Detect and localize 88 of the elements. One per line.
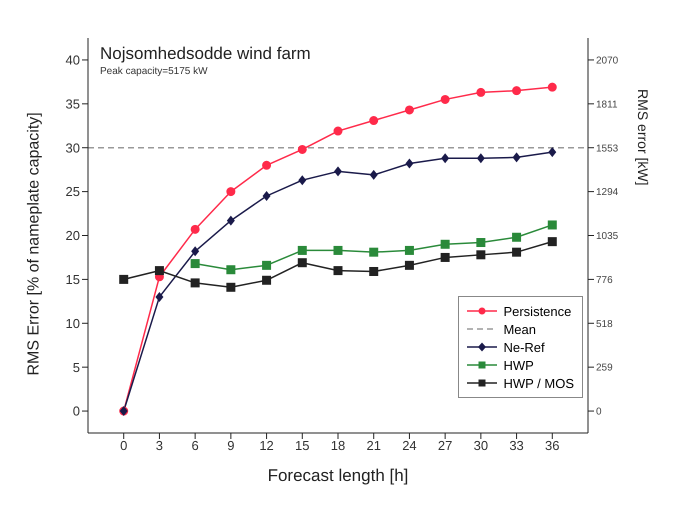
point [298, 246, 307, 255]
point [370, 170, 378, 180]
point [190, 259, 200, 268]
point [369, 116, 378, 126]
x-tick-label: 21 [366, 438, 381, 454]
point [226, 216, 235, 226]
y2-tick-label: 1811 [596, 99, 618, 110]
y-tick-label: 5 [72, 360, 80, 375]
point [298, 175, 306, 186]
x-tick-label: 9 [227, 438, 234, 454]
x-tick-label: 3 [156, 438, 164, 454]
y2-tick-label: 1294 [596, 187, 619, 198]
point [476, 153, 485, 164]
point [548, 220, 557, 230]
point [512, 248, 522, 257]
y-tick-label: 30 [66, 140, 80, 156]
point [262, 191, 271, 201]
point [191, 246, 200, 256]
x-axis-title: Forecast length [h] [268, 466, 408, 485]
point [440, 240, 450, 249]
point [512, 152, 521, 162]
x-tick-label: 15 [295, 438, 310, 454]
point [298, 144, 307, 154]
y2-tick-label: 1035 [596, 231, 619, 242]
point [476, 238, 486, 248]
y-tick-label: 40 [66, 52, 80, 68]
point [440, 252, 450, 262]
point [404, 105, 414, 114]
point [298, 258, 307, 268]
point [404, 260, 414, 270]
y-tick-label: 15 [66, 272, 80, 288]
x-tick-label: 27 [438, 438, 452, 454]
chart-title: Nojsomhedsodde wind farm [100, 44, 311, 64]
legend-label: Mean [503, 322, 536, 336]
y-tick-label: 10 [66, 316, 80, 331]
text: Peak capacity=5175 kW [100, 66, 209, 77]
point [548, 82, 557, 92]
point [440, 94, 450, 104]
y2-axis-title: RMS error [kW] [635, 89, 652, 186]
legend-label: HWP / MOS [503, 376, 574, 390]
point [369, 266, 378, 276]
point [404, 246, 414, 255]
point [334, 166, 342, 176]
point [262, 260, 272, 270]
legend-label: Persistence [503, 304, 572, 318]
point [190, 278, 200, 288]
x-tick-label: 33 [509, 438, 524, 454]
y2-tick-label: 1553 [596, 143, 619, 154]
point [548, 237, 557, 246]
x-tick-label: 0 [120, 438, 128, 454]
point [334, 266, 342, 276]
point [369, 248, 378, 257]
y-axis-title: RMS Error [% of nameplate capacity] [26, 112, 43, 376]
point [405, 158, 414, 169]
x-tick-label: 36 [545, 438, 560, 454]
point [548, 147, 556, 158]
legend-label: HWP [503, 358, 534, 372]
legend-label: Ne-Ref [503, 340, 545, 354]
point [155, 292, 164, 302]
y-tick-label: 0 [72, 404, 80, 419]
point [512, 232, 522, 242]
y2-tick-label: 0 [596, 406, 602, 418]
point [441, 153, 450, 164]
y2-tick-label: 776 [596, 274, 614, 286]
x-tick-label: 12 [259, 438, 274, 454]
y2-tick-label: 518 [596, 318, 614, 330]
y-tick-label: 35 [66, 96, 80, 112]
y2-tick-label: 259 [596, 362, 614, 374]
point [262, 160, 272, 170]
point [226, 187, 236, 196]
point [190, 224, 200, 234]
point [334, 126, 342, 136]
point [262, 276, 272, 285]
y-tick-label: 20 [66, 228, 80, 244]
y2-tick-label: 2070 [596, 55, 619, 66]
point [226, 282, 236, 292]
point [226, 265, 236, 274]
x-tick-label: 24 [402, 438, 417, 454]
point [154, 266, 164, 276]
x-tick-label: 18 [330, 438, 346, 454]
point [512, 86, 522, 96]
point [476, 88, 486, 97]
y-tick-label: 25 [66, 184, 80, 200]
x-tick-label: 30 [474, 438, 488, 454]
point [119, 274, 128, 284]
point [334, 246, 342, 255]
x-tick-label: 6 [192, 438, 199, 454]
point [476, 250, 486, 260]
